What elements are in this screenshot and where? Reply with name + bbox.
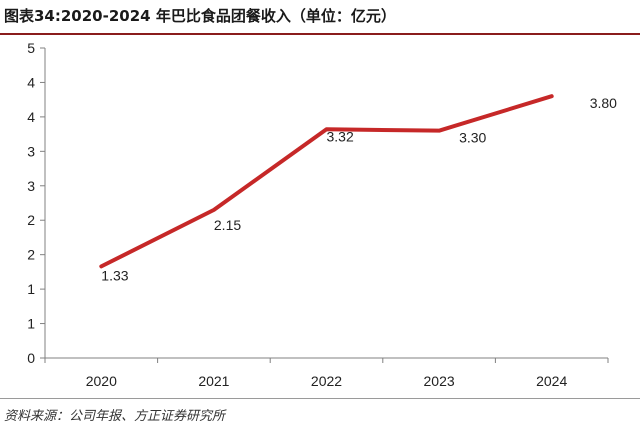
chart-axes [44,48,608,359]
y-tick-label: 3 [27,178,35,194]
x-tick-label: 2021 [198,373,229,389]
source-note: 资料来源：公司年报、方正证券研究所 [4,409,226,424]
y-tick-label: 2 [27,212,35,228]
data-labels: 1.33 2.15 3.32 3.30 3.80 [101,95,617,283]
y-tick-label: 4 [27,109,35,125]
x-tick-label: 2023 [424,373,455,389]
series-line [99,94,554,269]
data-label: 2.15 [214,217,241,233]
x-tick-label: 2024 [536,373,567,389]
y-axis-ticks: 0 1 1 2 2 3 3 4 4 5 [27,40,45,366]
chart-title: 图表34:2020-2024 年巴比食品团餐收入（单位：亿元） [4,7,396,25]
y-tick-label: 1 [27,281,35,297]
x-tick-label: 2020 [86,373,117,389]
data-label: 1.33 [101,267,128,283]
title-divider [0,33,640,35]
data-label: 3.80 [590,95,617,111]
y-tick-label: 3 [27,143,35,159]
x-tick-label: 2022 [311,373,342,389]
data-label: 3.30 [459,130,486,146]
y-tick-label: 1 [27,316,35,332]
chart-series [99,94,554,269]
data-label: 3.32 [327,128,354,144]
x-axis-ticks: 2020 2021 2022 2023 2024 [44,358,609,389]
line-chart: 0 1 1 2 2 3 3 4 4 5 2020 2021 2022 2023 2024 1.33 2.15… [27,40,617,389]
y-tick-label: 4 [27,74,35,90]
y-tick-label: 2 [27,247,35,263]
y-tick-label: 5 [27,40,35,56]
y-tick-label: 0 [27,350,35,366]
source-divider [0,398,640,399]
